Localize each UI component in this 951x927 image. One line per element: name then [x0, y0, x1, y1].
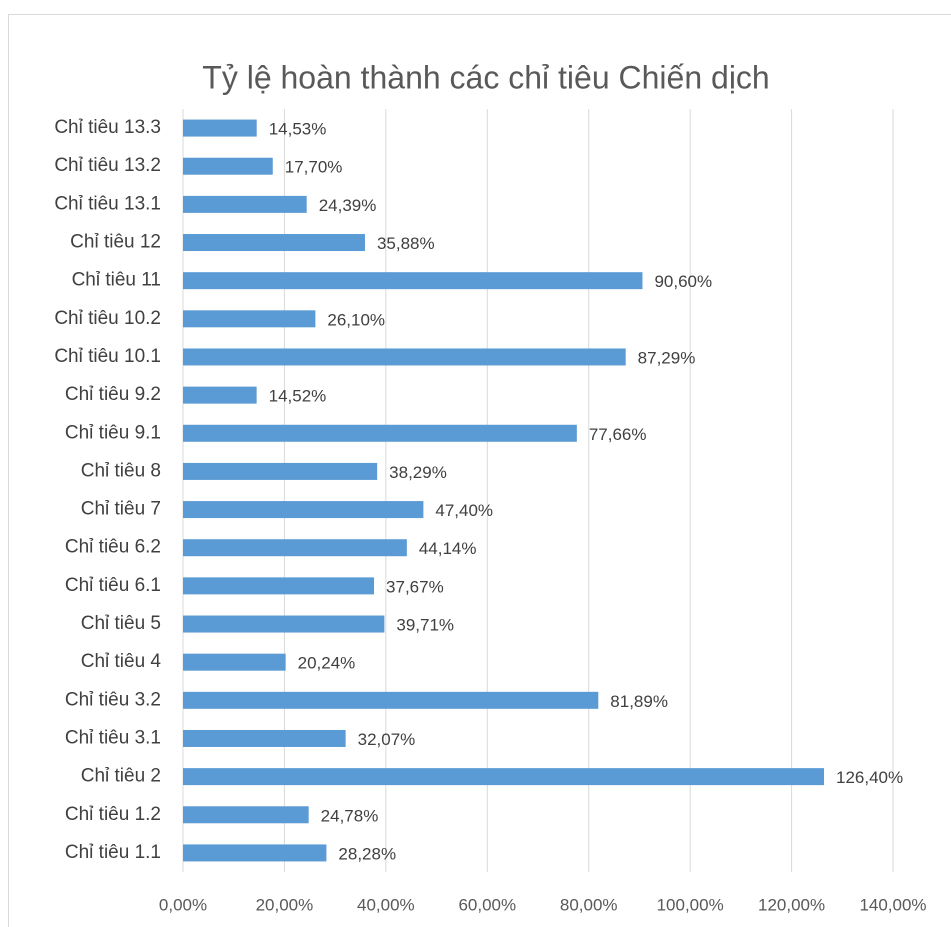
data-label: 44,14% [419, 539, 477, 558]
bar [183, 729, 346, 747]
data-label: 17,70% [285, 158, 343, 177]
y-tick-label: Chỉ tiêu 9.1 [65, 422, 161, 443]
data-label: 39,71% [396, 616, 454, 635]
chart-title: Tỷ lệ hoàn thành các chỉ tiêu Chiến dịch [202, 59, 769, 95]
y-tick-label: Chỉ tiêu 13.3 [54, 117, 161, 138]
y-tick-label: Chỉ tiêu 10.1 [54, 346, 161, 367]
bar [183, 157, 273, 175]
bar [183, 653, 286, 671]
data-label: 14,53% [269, 120, 327, 139]
y-tick-label: Chỉ tiêu 11 [72, 270, 161, 291]
bar [183, 195, 307, 213]
y-tick-label: Chỉ tiêu 8 [81, 460, 161, 481]
data-label: 28,28% [338, 844, 396, 863]
data-label: 24,39% [319, 196, 377, 215]
data-label: 38,29% [389, 463, 447, 482]
bar [183, 844, 327, 862]
y-tick-label: Chỉ tiêu 4 [81, 651, 162, 672]
data-label: 37,67% [386, 577, 444, 596]
data-label: 90,60% [654, 272, 712, 291]
y-tick-label: Chỉ tiêu 13.1 [54, 193, 161, 214]
bar [183, 234, 365, 252]
bar [183, 348, 626, 366]
x-tick-label: 40,00% [357, 895, 415, 914]
data-label: 87,29% [638, 348, 696, 367]
x-tick-label: 0,00% [159, 895, 207, 914]
data-label: 20,24% [298, 654, 356, 673]
y-tick-label: Chỉ tiêu 12 [70, 232, 161, 253]
data-label: 77,66% [589, 425, 647, 444]
data-label: 35,88% [377, 234, 435, 253]
data-label: 126,40% [836, 768, 903, 787]
data-label: 47,40% [435, 501, 493, 520]
x-tick-label: 140,00% [859, 895, 926, 914]
bar [183, 501, 424, 519]
y-tick-label: Chỉ tiêu 3.1 [65, 727, 161, 748]
data-label: 26,10% [327, 310, 385, 329]
bar [183, 119, 257, 137]
bar [183, 424, 577, 442]
bar [183, 768, 825, 786]
y-tick-label: Chỉ tiêu 1.1 [65, 842, 161, 863]
y-tick-label: Chỉ tiêu 1.2 [65, 804, 161, 825]
y-tick-label: Chỉ tiêu 10.2 [54, 308, 161, 329]
x-tick-label: 80,00% [560, 895, 618, 914]
x-tick-label: 60,00% [458, 895, 516, 914]
bar [183, 806, 309, 824]
y-tick-label: Chỉ tiêu 13.2 [54, 155, 161, 176]
y-tick-label: Chỉ tiêu 2 [81, 766, 161, 787]
x-tick-label: 120,00% [758, 895, 825, 914]
y-tick-label: Chỉ tiêu 6.2 [65, 537, 161, 558]
y-tick-label: Chỉ tiêu 6.1 [65, 575, 161, 596]
data-label: 32,07% [358, 730, 416, 749]
data-label: 81,89% [610, 692, 668, 711]
y-tick-label: Chỉ tiêu 9.2 [65, 384, 161, 405]
y-tick-label: Chỉ tiêu 3.2 [65, 689, 161, 710]
bar [183, 691, 599, 709]
x-tick-label: 100,00% [657, 895, 724, 914]
bar [183, 462, 378, 480]
bar [183, 386, 257, 404]
y-tick-label: Chỉ tiêu 5 [81, 613, 161, 634]
bar [183, 310, 316, 328]
y-tick-label: Chỉ tiêu 7 [81, 499, 161, 520]
data-label: 14,52% [269, 387, 327, 406]
x-tick-label: 20,00% [256, 895, 314, 914]
data-label: 24,78% [321, 806, 379, 825]
bar [183, 577, 375, 595]
bar [183, 615, 385, 633]
bar [183, 539, 407, 557]
bar [183, 272, 643, 290]
